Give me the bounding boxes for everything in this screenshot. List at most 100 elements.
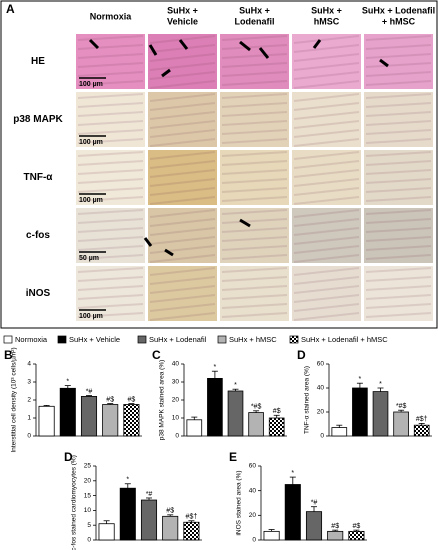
tissue-fiber <box>77 245 144 251</box>
bar <box>331 427 348 437</box>
tissue-fiber <box>149 276 216 285</box>
tissue-fiber <box>221 120 288 126</box>
row-label: HE <box>31 56 45 67</box>
tissue-fiber <box>77 151 144 157</box>
tissue-fiber <box>365 120 432 126</box>
tissue-fiber <box>293 151 360 160</box>
tissue-fiber <box>221 169 288 175</box>
tissue-fiber <box>221 209 288 215</box>
significance-label: #$ <box>106 396 114 403</box>
micrograph <box>220 266 289 321</box>
tissue-fiber <box>149 312 216 321</box>
tissue-fiber <box>77 169 144 175</box>
tissue-fiber <box>149 62 216 71</box>
tissue-fiber <box>149 160 216 169</box>
y-tick-label: 0 <box>27 433 31 440</box>
bar <box>284 484 301 541</box>
micrograph <box>220 208 289 263</box>
tissue-fiber <box>149 196 216 205</box>
tissue-fiber <box>365 44 432 50</box>
tissue-fiber <box>221 196 288 202</box>
tissue-fiber <box>77 187 144 193</box>
tissue-fiber <box>77 129 144 135</box>
micrograph <box>292 92 361 147</box>
micrograph <box>76 92 145 147</box>
arrow <box>148 44 158 56</box>
arrow <box>239 218 251 228</box>
y-tick-label: 0 <box>87 537 91 544</box>
tissue-fiber <box>149 93 216 102</box>
scale-bar-label: 50 µm <box>79 255 99 262</box>
micrograph <box>76 208 145 263</box>
row-label: c-fos <box>26 230 50 241</box>
tissue-fiber <box>77 236 144 242</box>
tissue-fiber <box>221 62 288 68</box>
tissue-fiber <box>293 93 360 102</box>
tissue-fiber <box>77 102 144 108</box>
bar <box>102 404 119 437</box>
bar <box>186 419 203 437</box>
tissue-fiber <box>365 227 432 233</box>
y-tick-label: 10 <box>172 415 180 422</box>
tissue-fiber <box>221 138 288 144</box>
significance-label: * <box>234 382 237 389</box>
panel-label: D <box>64 450 73 464</box>
tissue-fiber <box>365 102 432 108</box>
tissue-fiber <box>221 93 288 99</box>
y-tick-label: 60 <box>249 463 257 470</box>
arrow <box>239 40 251 52</box>
tissue-fiber <box>77 53 144 59</box>
legend-swatch <box>289 335 299 344</box>
bar <box>268 417 285 437</box>
tissue-fiber <box>293 303 360 312</box>
arrow <box>312 39 322 49</box>
micrograph <box>76 266 145 321</box>
tissue-fiber <box>293 80 360 89</box>
tissue-fiber <box>221 187 288 193</box>
tissue-fiber <box>77 111 144 117</box>
tissue-fiber <box>293 209 360 218</box>
tissue-fiber <box>77 93 144 99</box>
legend-label: SuHx + Lodenafil <box>149 335 207 344</box>
tissue-fiber <box>293 44 360 53</box>
tissue-fiber <box>149 151 216 160</box>
significance-label: #$† <box>186 514 198 521</box>
tissue-fiber <box>221 35 288 41</box>
column-header: Normoxia <box>90 11 133 21</box>
scale-bar-label: 100 µm <box>79 197 103 204</box>
arrow <box>164 248 174 257</box>
y-tick-label: 5 <box>87 522 91 529</box>
micrograph <box>220 34 289 89</box>
bar <box>348 530 365 541</box>
arrow <box>178 39 189 50</box>
tissue-fiber <box>77 294 144 300</box>
tissue-fiber <box>365 245 432 251</box>
y-axis-label: TNF-α stained area (%) <box>304 366 311 434</box>
tissue-fiber <box>149 227 216 236</box>
tissue-fiber <box>77 285 144 291</box>
y-axis-label: p38 MAPK stained area (%) <box>159 360 166 441</box>
tissue-fiber <box>293 187 360 196</box>
bar <box>183 521 200 541</box>
y-tick-label: 25 <box>84 463 92 470</box>
tissue-fiber <box>365 196 432 202</box>
significance-label: * <box>359 376 362 383</box>
tissue-fiber <box>149 245 216 254</box>
legend-swatch <box>3 335 13 344</box>
legend-label: SuHx + Lodenafil + hMSC <box>301 335 388 344</box>
tissue-fiber <box>365 236 432 242</box>
significance-label: #$ <box>353 523 361 530</box>
tissue-fiber <box>293 236 360 245</box>
column-header: hMSC <box>314 16 340 26</box>
legend-swatch <box>137 335 147 344</box>
bar <box>352 387 368 437</box>
column-header: + hMSC <box>382 16 416 26</box>
significance-label: *#$ <box>251 404 262 411</box>
tissue-fiber <box>221 71 288 77</box>
legend-swatch <box>217 335 227 344</box>
tissue-fiber <box>365 80 432 86</box>
tissue-fiber <box>365 267 432 273</box>
bar <box>98 523 115 541</box>
tissue-fiber <box>149 178 216 187</box>
tissue-fiber <box>77 196 144 202</box>
